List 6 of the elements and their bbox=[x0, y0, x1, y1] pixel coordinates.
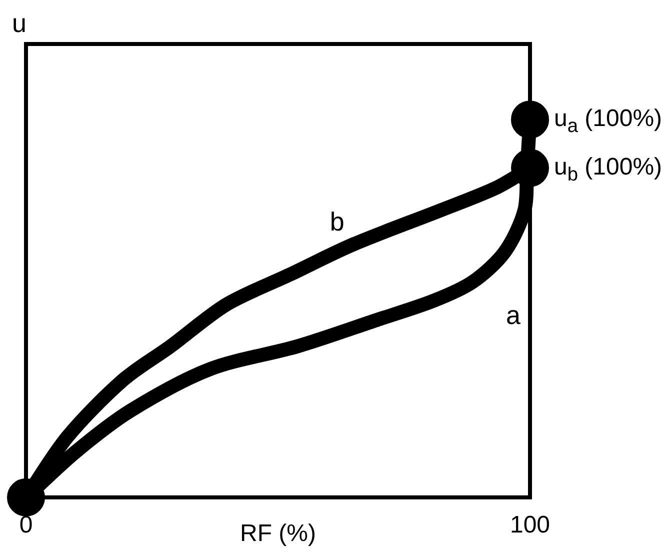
series-label: b bbox=[330, 206, 344, 237]
x-tick-label: 100 bbox=[510, 511, 550, 538]
series-label: a bbox=[506, 300, 521, 330]
y-axis-title: u bbox=[12, 8, 26, 38]
x-axis-title: RF (%) bbox=[240, 520, 316, 548]
x-tick-label: 0 bbox=[19, 511, 33, 538]
